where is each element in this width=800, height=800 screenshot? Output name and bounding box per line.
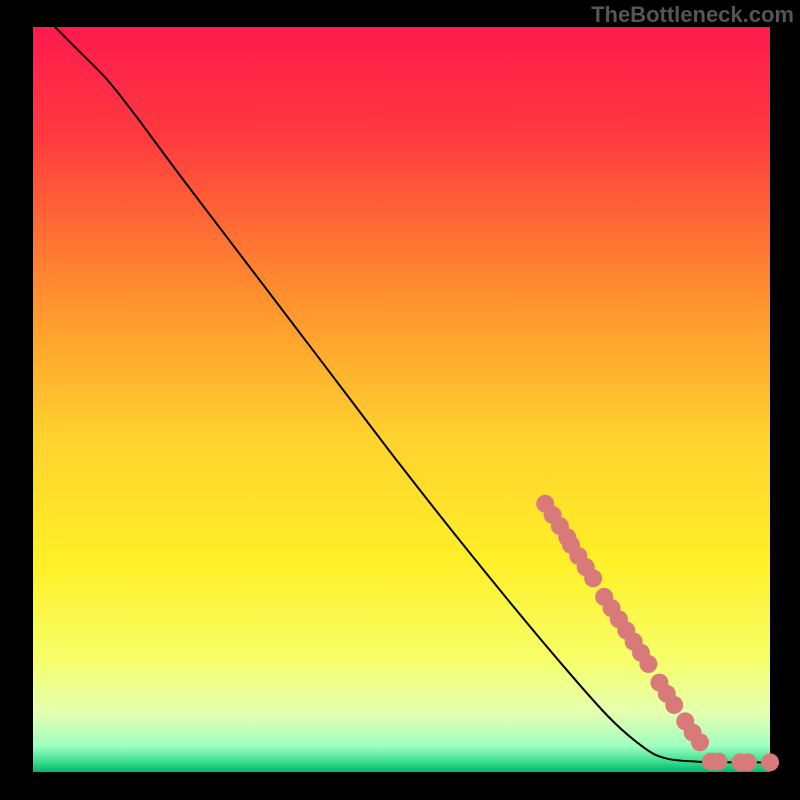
data-marker	[761, 753, 779, 771]
data-marker	[665, 696, 683, 714]
chart-svg	[0, 0, 800, 800]
data-marker	[709, 753, 727, 771]
chart-container: TheBottleneck.com	[0, 0, 800, 800]
data-marker	[639, 655, 657, 673]
data-marker	[739, 753, 757, 771]
data-marker	[584, 569, 602, 587]
plot-background	[33, 27, 770, 772]
data-marker	[691, 733, 709, 751]
